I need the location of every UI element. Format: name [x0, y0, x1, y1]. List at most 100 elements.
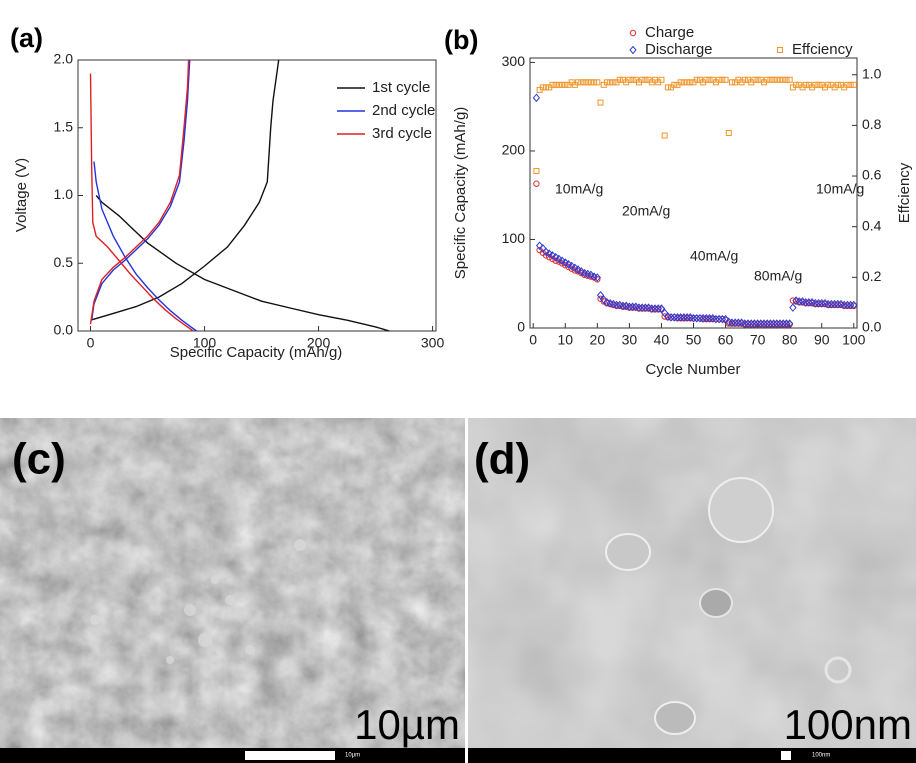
- data-point: [544, 85, 549, 90]
- data-point: [707, 77, 712, 82]
- data-point: [630, 77, 635, 82]
- y-tick-label: 300: [502, 53, 526, 69]
- data-point: [611, 80, 616, 85]
- x-tick-label: 300: [421, 335, 445, 351]
- y-tick-label: 1.5: [54, 118, 74, 134]
- legend-label: Effciency: [792, 41, 853, 58]
- y2-tick-label: 0.2: [862, 268, 882, 284]
- x-tick-label: 80: [782, 332, 798, 348]
- y-tick-label: 200: [502, 142, 526, 158]
- x-tick-label: 50: [686, 332, 702, 348]
- x-tick-label: 0: [529, 332, 537, 348]
- x-tick-label: 20: [590, 332, 606, 348]
- data-point: [585, 80, 590, 85]
- y-tick-label: 0: [517, 319, 525, 335]
- data-point: [729, 80, 734, 85]
- legend-label: Discharge: [645, 41, 713, 58]
- data-point: [723, 77, 728, 82]
- series-line: [92, 60, 197, 331]
- data-point: [790, 304, 796, 311]
- y2-tick-label: 0.6: [862, 167, 882, 183]
- legend-label: 3rd cycle: [372, 125, 432, 142]
- y-axis-label: Specific Capacity (mAh/g): [452, 107, 469, 280]
- y2-tick-label: 0.0: [862, 319, 882, 335]
- annotation: 80mA/g: [754, 268, 802, 284]
- data-point: [598, 100, 603, 105]
- y-tick-label: 1.0: [54, 186, 74, 202]
- data-point: [774, 77, 779, 82]
- y2-tick-label: 1.0: [862, 65, 882, 81]
- x-tick-label: 30: [622, 332, 638, 348]
- data-point: [787, 77, 792, 82]
- data-point: [755, 77, 760, 82]
- series-line: [91, 60, 194, 331]
- plot-frame: [78, 60, 436, 331]
- data-point: [681, 80, 686, 85]
- x-tick-label: 0: [87, 335, 95, 351]
- figure: (c) 10µm 10μm (d) 100nm 100nm (a)0100200…: [0, 0, 916, 763]
- data-point: [768, 77, 773, 82]
- annotation: 40mA/g: [690, 248, 738, 264]
- data-point: [662, 133, 667, 138]
- data-point: [556, 82, 561, 87]
- data-point: [851, 82, 856, 87]
- x-tick-label: 10: [557, 332, 573, 348]
- data-point: [688, 80, 693, 85]
- annotation: 10mA/g: [555, 181, 603, 197]
- data-point: [533, 94, 539, 101]
- x-tick-label: 70: [750, 332, 766, 348]
- data-point: [643, 77, 648, 82]
- data-point: [595, 80, 600, 85]
- data-point: [592, 80, 597, 85]
- scale-label: 100nm: [784, 701, 912, 748]
- x-axis-label: Specific Capacity (mAh/g): [170, 344, 343, 361]
- data-point: [534, 181, 539, 186]
- y2-axis-label: Effciency: [896, 162, 913, 223]
- annotation: 20mA/g: [622, 203, 670, 219]
- legend-label: 1st cycle: [372, 79, 430, 96]
- x-axis-label: Cycle Number: [645, 361, 740, 378]
- data-point: [781, 77, 786, 82]
- data-point: [848, 82, 853, 87]
- y-tick-label: 100: [502, 230, 526, 246]
- data-point: [665, 85, 670, 90]
- legend-label: 2nd cycle: [372, 102, 435, 119]
- panel-label: (c): [12, 435, 66, 484]
- y-tick-label: 0.0: [54, 322, 74, 338]
- y2-tick-label: 0.8: [862, 116, 882, 132]
- panel-label: (a): [10, 23, 43, 53]
- data-point: [778, 77, 783, 82]
- legend-marker: [778, 48, 783, 53]
- y-tick-label: 2.0: [54, 51, 74, 67]
- data-point: [553, 82, 558, 87]
- data-point: [534, 168, 539, 173]
- legend-marker: [630, 47, 636, 54]
- data-point: [560, 82, 565, 87]
- data-point: [588, 80, 593, 85]
- series-line: [91, 60, 390, 331]
- annotation: 10mA/g: [816, 181, 864, 197]
- data-point: [579, 80, 584, 85]
- data-point: [563, 82, 568, 87]
- figure-canvas: (c) 10µm 10μm (d) 100nm 100nm (a)0100200…: [0, 0, 916, 763]
- y-axis-label: Voltage (V): [13, 158, 30, 232]
- x-tick-label: 40: [654, 332, 670, 348]
- scale-label: 10µm: [354, 701, 460, 748]
- panel-label: (d): [474, 435, 530, 484]
- data-point: [720, 77, 725, 82]
- legend-marker: [630, 30, 635, 35]
- data-point: [784, 77, 789, 82]
- scale-bar-label: 10μm: [345, 753, 360, 759]
- y-tick-label: 0.5: [54, 254, 74, 270]
- data-point: [816, 82, 821, 87]
- x-tick-label: 60: [718, 332, 734, 348]
- data-point: [608, 80, 613, 85]
- scale-bar-label: 100nm: [812, 753, 830, 759]
- data-point: [685, 80, 690, 85]
- data-point: [726, 130, 731, 135]
- x-tick-label: 90: [814, 332, 830, 348]
- data-point: [771, 77, 776, 82]
- data-point: [582, 80, 587, 85]
- legend-label: Charge: [645, 24, 694, 41]
- y2-tick-label: 0.4: [862, 217, 882, 233]
